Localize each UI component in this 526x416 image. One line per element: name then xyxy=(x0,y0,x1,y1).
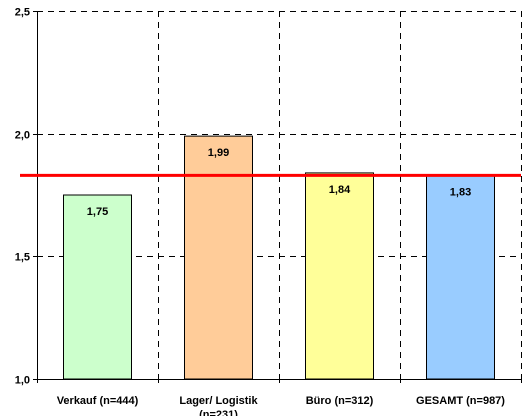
x-tick-label: Verkauf (n=444) xyxy=(57,395,139,407)
data-label: 1,75 xyxy=(87,206,108,218)
y-tick-label: 2,0 xyxy=(15,130,30,142)
data-label: 1,83 xyxy=(450,186,471,198)
bar xyxy=(305,172,374,380)
bar xyxy=(184,135,253,380)
x-tick-label: Büro (n=312) xyxy=(306,395,374,407)
bar xyxy=(426,174,495,380)
data-label: 1,99 xyxy=(208,147,229,159)
data-label: 1,84 xyxy=(329,184,351,196)
x-tick-label: GESAMT (n=987) xyxy=(416,395,505,407)
bar xyxy=(63,194,132,380)
y-tick-label: 2,5 xyxy=(15,7,30,19)
x-tick-label: Lager/ Logistik (n=231) xyxy=(179,395,258,416)
y-tick-label: 1,5 xyxy=(15,252,30,264)
y-tick-label: 1,0 xyxy=(15,375,30,387)
